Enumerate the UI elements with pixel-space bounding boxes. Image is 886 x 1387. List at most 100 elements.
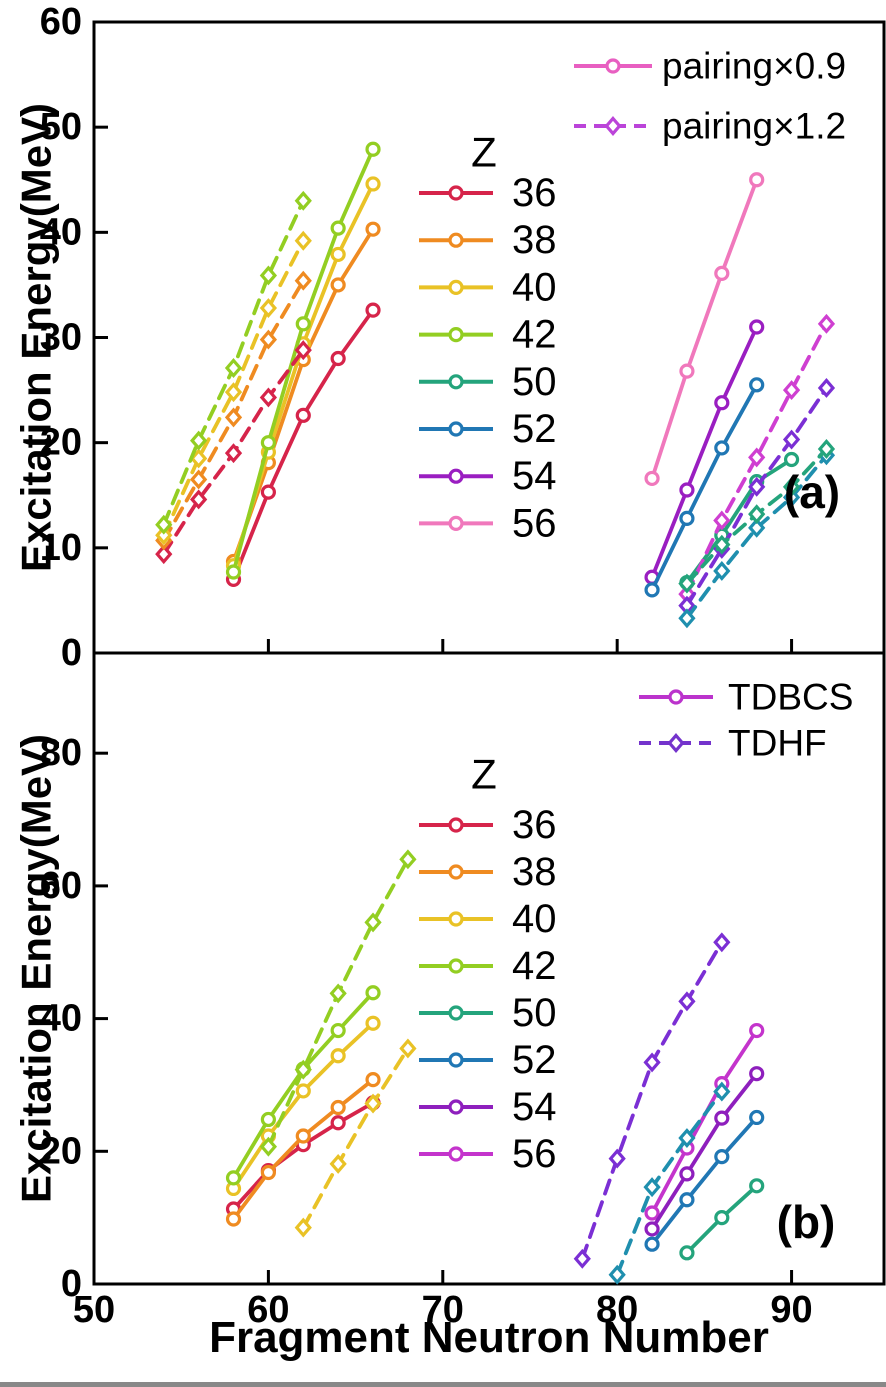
z-legend-title: Z [471,129,497,176]
y-tick-label: 50 [40,106,82,148]
data-point-circle [365,176,381,192]
data-point-diamond [643,1052,661,1073]
y-axis-title: Excitation Energy(MeV) [13,734,60,1203]
z-legend-item-38: 38 [419,218,557,262]
series-b-z40-dashed [294,1038,417,1238]
data-point-circle [644,1236,660,1252]
data-point-diamond [678,991,696,1012]
data-point-diamond [329,1153,347,1174]
x-tick-label: 80 [596,1289,638,1331]
data-point-diamond [782,487,801,508]
series-line [650,1071,759,1231]
data-point-diamond [259,387,278,408]
data-point-circle [330,1115,346,1131]
data-point-circle [260,1164,276,1181]
x-tick-label: 70 [422,1289,464,1331]
panel-b-frame [92,651,886,1286]
data-point-circle [448,1146,464,1162]
data-point-circle [448,327,464,343]
series-line [685,457,794,585]
series-line [650,1115,759,1247]
z-legend-label: 50 [512,991,557,1035]
data-point-diamond [678,1128,696,1148]
series-line [231,1021,375,1191]
data-point-circle [605,58,621,74]
data-point-circle [749,1066,765,1082]
data-point-diamond [748,447,766,468]
data-point-circle [330,277,346,293]
z-legend-item-40: 40 [419,265,557,309]
data-point-diamond [782,380,801,401]
data-point-circle [260,484,276,500]
panel-tag: (a) [784,466,840,518]
series-a-z54-dashed [678,378,836,616]
z-legend-label: 36 [512,803,557,847]
data-point-diamond [224,443,243,464]
data-point-diamond [748,476,766,497]
data-point-circle [330,1099,346,1116]
data-point-circle [448,185,464,201]
legend-label: TDBCS [728,677,853,718]
data-point-diamond [782,476,801,497]
series-a-z42-solid [225,141,381,580]
series-b-z54-solid [644,1066,765,1237]
y-tick-label: 40 [40,211,82,253]
data-point-circle [714,395,730,411]
z-legend-item-36: 36 [419,171,557,215]
data-point-circle [295,1128,311,1144]
data-point-circle [330,220,346,236]
data-point-diamond [399,1038,417,1059]
data-point-diamond [573,1248,591,1269]
y-tick-label: 60 [40,865,82,907]
z-legend-title: Z [471,751,497,798]
data-point-diamond [259,265,278,286]
data-point-diamond [817,313,836,334]
data-point-circle [644,1221,660,1237]
y-tick-label: 0 [61,632,82,674]
data-point-circle [225,1211,242,1227]
data-point-circle [448,421,464,437]
data-point-diamond [817,439,836,459]
data-point-circle [365,1072,381,1088]
z-legend-label: 54 [512,1085,557,1129]
data-point-circle [644,1205,660,1221]
data-point-circle [714,440,730,456]
z-legend-label: 42 [512,313,557,357]
data-point-diamond [294,270,312,291]
z-legend-item-52: 52 [419,1038,557,1082]
data-point-circle [679,363,695,379]
data-point-diamond [190,430,208,451]
data-point-diamond [294,190,312,211]
data-point-diamond [643,1177,661,1198]
data-point-circle [714,1110,730,1126]
legend-item-pairing-1-2: pairing×1.2 [574,106,846,147]
data-point-circle [330,350,346,367]
data-point-circle [448,468,464,484]
z-legend-item-54: 54 [419,1085,557,1129]
data-point-circle [448,374,464,390]
series-line [301,1046,410,1230]
data-point-circle [330,1048,346,1064]
data-point-diamond [364,1093,382,1114]
data-point-circle [448,864,464,880]
z-legend-label: 40 [512,897,557,941]
series-b-z40-solid [225,1015,381,1197]
data-point-diamond [224,382,243,403]
data-point-circle [448,817,464,833]
y-tick-label: 0 [61,1263,82,1305]
series-line [650,177,759,481]
data-point-diamond [399,849,417,870]
z-legend-item-50: 50 [419,360,557,404]
data-point-circle [749,1022,765,1039]
series-a-z52-solid [644,377,765,598]
panel-tag: (b) [777,1196,836,1248]
data-point-diamond [713,510,731,531]
data-point-circle [448,515,464,532]
data-point-circle [644,582,660,598]
data-point-circle [260,1111,276,1128]
data-point-circle [448,1005,464,1021]
data-point-diamond [364,912,382,933]
x-axis-title: Fragment Neutron Number [209,1313,769,1362]
data-point-diamond [224,358,243,378]
data-point-diamond [817,378,836,398]
